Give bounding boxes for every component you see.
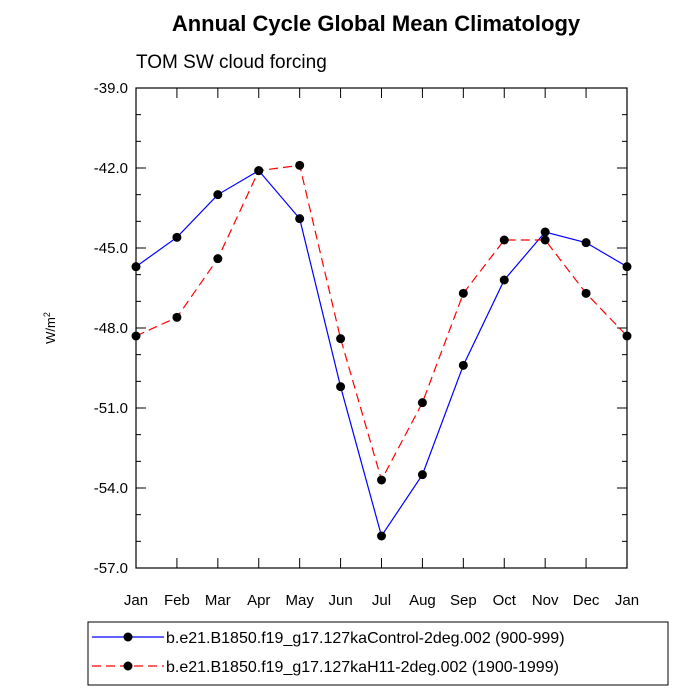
x-tick-label: Oct — [493, 592, 517, 609]
data-point-s0 — [213, 190, 223, 200]
x-tick-label: May — [285, 592, 314, 609]
legend-marker-control — [123, 632, 133, 642]
data-point-s0 — [295, 214, 305, 224]
x-tick-label: Apr — [247, 592, 270, 609]
data-point-s1 — [458, 288, 468, 298]
data-point-s1 — [213, 254, 223, 264]
data-point-s1 — [499, 235, 509, 245]
legend-label-control: b.e21.B1850.f19_g17.127kaControl-2deg.00… — [166, 630, 565, 647]
y-tick-labels: -39.0 -42.0 -45.0 -48.0 -51.0 -54.0 -57.0 — [94, 80, 128, 577]
y-tick-label: -54.0 — [94, 480, 128, 497]
data-point-s1 — [417, 398, 427, 408]
data-point-s1 — [295, 160, 305, 170]
y-axis-label: W/m2 — [42, 312, 58, 344]
series-group — [131, 160, 632, 541]
data-point-s1 — [540, 235, 550, 245]
x-tick-label: Nov — [532, 592, 559, 609]
chart-title: Annual Cycle Global Mean Climatology — [172, 11, 581, 36]
data-point-s0 — [581, 238, 591, 248]
x-tick-label: Aug — [409, 592, 436, 609]
x-tick-labels: Jan Feb Mar Apr May Jun Jul Aug Sep Oct Nov Dec Jan — [124, 592, 639, 609]
x-tick-label: Jan — [615, 592, 639, 609]
x-tick-label: Jan — [124, 592, 148, 609]
data-point-s0 — [336, 382, 346, 392]
legend-label-h11: b.e21.B1850.f19_g17.127kaH11-2deg.002 (1… — [166, 659, 559, 676]
x-tick-label: Sep — [450, 592, 477, 609]
data-point-s0 — [377, 531, 386, 541]
data-point-s1 — [622, 331, 632, 341]
x-tick-label: Mar — [205, 592, 231, 609]
y-tick-label: -39.0 — [94, 80, 128, 97]
data-point-s0 — [131, 262, 141, 272]
legend-marker-h11 — [123, 661, 133, 671]
data-point-s1 — [172, 312, 182, 322]
plot-frame — [135, 87, 628, 569]
data-point-s1 — [131, 331, 141, 341]
data-point-s1 — [336, 334, 346, 344]
data-point-s1 — [581, 288, 591, 298]
data-point-s1 — [254, 166, 264, 176]
data-point-s0 — [622, 262, 632, 272]
y-tick-label: -42.0 — [94, 160, 128, 177]
y-tick-label: -51.0 — [94, 400, 128, 417]
legend-box — [87, 621, 669, 686]
data-point-s0 — [417, 470, 427, 480]
data-point-s0 — [499, 275, 509, 285]
x-tick-label: Jul — [372, 592, 391, 609]
data-point-s0 — [458, 360, 468, 370]
chart-subtitle: TOM SW cloud forcing — [136, 52, 327, 73]
y-tick-label: -45.0 — [94, 240, 128, 257]
x-tick-label: Feb — [164, 592, 190, 609]
x-tick-label: Jun — [328, 592, 352, 609]
series-line-1 — [135, 164, 628, 482]
data-point-s0 — [172, 232, 182, 242]
y-tick-label: -57.0 — [94, 560, 128, 577]
data-point-s1 — [377, 475, 386, 485]
axis-ticks — [135, 87, 628, 569]
x-tick-label: Dec — [573, 592, 600, 609]
data-point-s0 — [540, 227, 550, 237]
y-tick-label: -48.0 — [94, 320, 128, 337]
